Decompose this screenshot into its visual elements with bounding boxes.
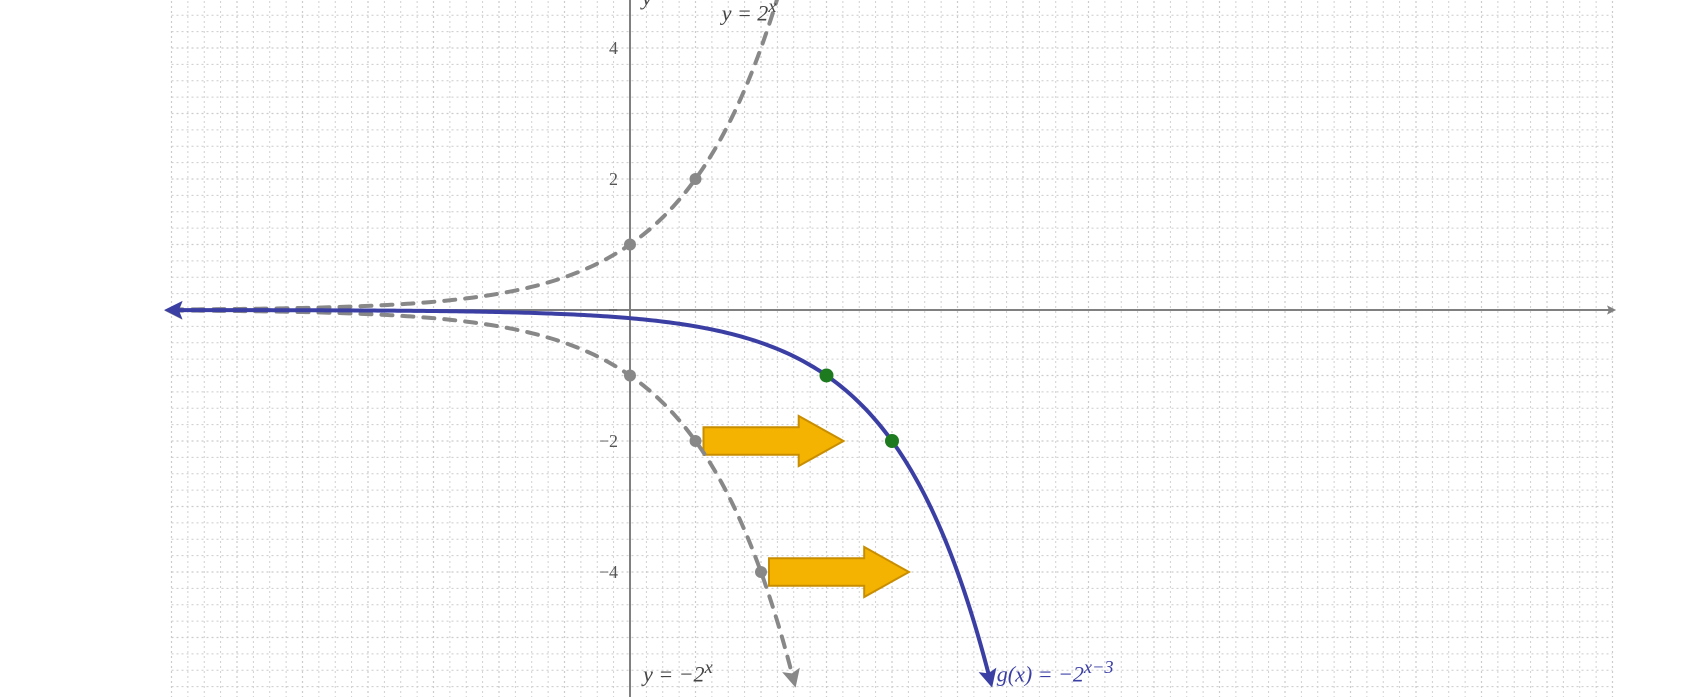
- y-axis-label: y: [642, 0, 652, 11]
- svg-text:−4: −4: [599, 562, 618, 582]
- point-gray: [624, 370, 636, 382]
- point-gray: [690, 435, 702, 447]
- point-gray: [690, 173, 702, 185]
- point-green: [820, 369, 834, 383]
- shift-arrow-icon: [704, 416, 844, 466]
- graph-canvas: −4−224− y y = 2x y = −2x g(x) = −2x−3: [0, 0, 1700, 697]
- svg-text:2: 2: [609, 169, 618, 189]
- curve-label-2x: y = 2x: [722, 0, 777, 26]
- point-green: [885, 434, 899, 448]
- curve-label-g: g(x) = −2x−3: [997, 657, 1114, 687]
- curve-g: [172, 310, 991, 680]
- svg-text:−2: −2: [599, 431, 618, 451]
- curve-label-neg2x: y = −2x: [643, 657, 713, 687]
- grid: [172, 0, 1613, 697]
- graph-svg: −4−224−: [0, 0, 1700, 697]
- shift-arrow-icon: [769, 547, 909, 597]
- point-gray: [624, 239, 636, 251]
- svg-text:4: 4: [609, 38, 618, 58]
- point-gray: [755, 566, 767, 578]
